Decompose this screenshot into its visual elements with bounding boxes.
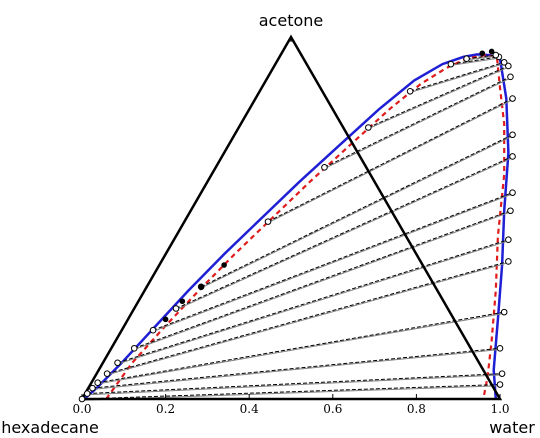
tie-end-right-10 <box>509 95 516 102</box>
tie-line-model-11 <box>324 77 511 169</box>
tie-line-experimental-14 <box>450 56 500 65</box>
ternary-triangle <box>79 34 503 401</box>
tie-line-experimental-4 <box>106 260 509 375</box>
tie-line-model-14 <box>450 57 500 66</box>
tie-line-experimental-7 <box>152 192 513 331</box>
tie-line-experimental-11 <box>324 76 511 168</box>
tie-line-experimental-12 <box>368 65 509 128</box>
tie-end-left-12 <box>365 124 372 131</box>
tie-line-experimental-3 <box>97 311 505 384</box>
binodal-model-curve <box>83 53 510 400</box>
tie-end-left-6 <box>130 345 138 352</box>
tie-end-left-10 <box>264 218 272 225</box>
tie-end-right-11 <box>507 73 514 81</box>
tie-line-model-5 <box>117 240 509 365</box>
vertex-label-top: acetone <box>259 11 324 30</box>
tie-line-experimental-2 <box>92 347 501 389</box>
tie-end-right-6 <box>507 207 514 215</box>
tie-end-right-9 <box>509 131 516 139</box>
tick-label-5: 1.0 <box>490 402 509 416</box>
tie-line-experimental-8 <box>175 156 513 309</box>
tie-line-model-10 <box>267 99 513 224</box>
tie-end-left-13 <box>406 88 414 95</box>
experimental-point-3 <box>162 316 169 323</box>
tick-label-3: 0.6 <box>323 402 342 416</box>
tie-line-model-3 <box>97 312 505 385</box>
tie-line-experimental-9 <box>200 134 513 288</box>
tie-line-model-13 <box>409 63 505 93</box>
tie-line-model-1 <box>87 374 503 396</box>
tie-line-experimental-15 <box>466 54 496 60</box>
tie-line-experimental-6 <box>134 210 511 349</box>
tie-end-right-1 <box>498 370 506 377</box>
tie-end-right-2 <box>496 345 504 352</box>
vertex-label-bottom-left: hexadecane <box>1 418 99 437</box>
tie-end-left-14 <box>447 60 455 68</box>
tie-line-experimental-10 <box>267 98 513 223</box>
tie-lines <box>81 54 513 401</box>
tick-label-2: 0.4 <box>240 402 259 416</box>
tie-end-right-7 <box>509 189 516 196</box>
tie-line-model-15 <box>466 55 496 61</box>
tie-line-model-12 <box>368 66 509 130</box>
vertex-label-bottom-right: water <box>489 418 535 437</box>
tie-end-left-5 <box>114 359 121 367</box>
tie-line-experimental-1 <box>87 373 503 395</box>
tie-end-right-5 <box>505 236 512 244</box>
tie-end-right-0 <box>496 381 504 388</box>
tick-label-4: 0.8 <box>407 402 426 416</box>
tie-end-left-8 <box>172 305 180 312</box>
tie-end-left-0 <box>78 395 86 403</box>
experimental-point-0 <box>198 283 204 290</box>
tie-line-model-4 <box>106 262 509 376</box>
experimental-point-2 <box>179 298 186 305</box>
tie-line-experimental-13 <box>409 61 505 92</box>
tie-end-right-13 <box>500 59 508 66</box>
experimental-point-5 <box>479 50 486 57</box>
tie-end-left-11 <box>321 164 328 171</box>
experimental-point-1 <box>221 262 227 268</box>
tie-end-right-15 <box>492 51 500 59</box>
tie-end-right-3 <box>500 308 508 316</box>
tie-end-left-15 <box>463 55 470 63</box>
tie-line-model-2 <box>92 349 501 390</box>
tie-end-right-12 <box>505 62 512 70</box>
tie-line-model-7 <box>152 193 513 332</box>
tie-end-right-4 <box>505 258 512 265</box>
axis-ticks: 0.0 0.2 0.4 0.6 0.8 1.0 <box>72 37 510 416</box>
binodal-experimental-curve <box>105 53 506 400</box>
tie-line-model-8 <box>175 157 513 311</box>
tie-line-model-9 <box>200 135 513 289</box>
tie-end-left-3 <box>94 379 101 387</box>
tie-end-left-2 <box>89 384 96 392</box>
tie-line-model-6 <box>134 211 511 350</box>
data-points <box>78 48 516 403</box>
tick-label-1: 0.2 <box>156 402 175 416</box>
tie-end-left-4 <box>103 370 111 377</box>
tie-end-left-7 <box>149 326 157 334</box>
experimental-point-4 <box>488 48 495 55</box>
binodal-curves <box>83 53 510 400</box>
tie-line-experimental-0 <box>81 384 501 400</box>
tick-label-0: 0.0 <box>72 402 91 416</box>
tie-line-experimental-5 <box>117 239 509 364</box>
tie-end-left-1 <box>83 390 91 397</box>
tie-end-right-8 <box>509 153 516 160</box>
